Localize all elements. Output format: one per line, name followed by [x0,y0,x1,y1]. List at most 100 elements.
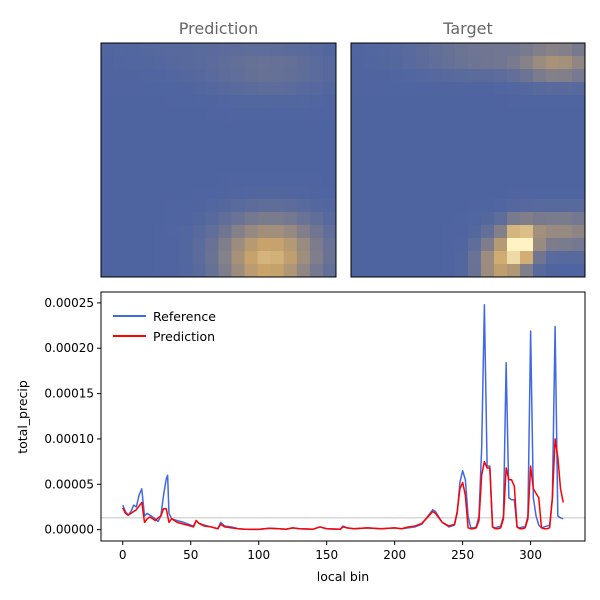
heatmap-prediction-cell [153,56,167,70]
heatmap-target-cell [390,186,404,200]
heatmap-prediction-cell [257,82,272,96]
heatmap-target-cell [364,43,378,57]
heatmap-target-cell [507,212,521,226]
heatmap-prediction-cell [114,238,128,252]
heatmap-prediction-cell [283,173,298,187]
heatmap-prediction-cell [322,43,337,57]
heatmap-target-cell [455,56,469,70]
heatmap-prediction-cell [179,186,193,200]
heatmap-target-cell [481,264,495,278]
heatmap-target-cell [559,147,573,161]
heatmap-target-cell [351,264,365,278]
heatmap-prediction-cell [192,160,206,174]
heatmap-target-cell [416,173,430,187]
heatmap-prediction-cell [179,251,193,265]
heatmap-prediction-cell [218,199,232,213]
heatmap-prediction-cell [166,264,180,278]
heatmap-target-cell [546,173,560,187]
heatmap-prediction-cell [114,56,128,70]
heatmap-prediction-cell [322,134,337,148]
heatmap-prediction-cell [244,108,259,122]
heatmap-prediction-cell [192,264,206,278]
heatmap-prediction-cell [218,225,232,239]
heatmap-target-cell [533,108,547,122]
heatmap-target-cell [468,121,482,135]
heatmap-prediction-cell [270,134,285,148]
heatmap-target-cell [533,134,547,148]
heatmap-target-cell [494,173,508,187]
heatmap-prediction-cell [127,264,141,278]
heatmap-prediction-cell [218,147,232,161]
heatmap-target-cell [442,121,456,135]
heatmap-target-cell [507,121,521,135]
heatmap-prediction-cell [166,173,180,187]
heatmap-prediction-cell [309,147,324,161]
heatmap-target-cell [442,160,456,174]
heatmap-prediction-cell [179,69,193,83]
heatmap-prediction-cell [322,251,337,265]
heatmap-prediction-cell [205,121,219,135]
heatmap-prediction-cell [309,121,324,135]
heatmap-prediction-cell [192,225,206,239]
heatmap-target-cell [351,121,365,135]
heatmap-prediction-cell [166,95,180,109]
heatmap-target-cell [481,43,495,57]
heatmap-target-cell [390,108,404,122]
heatmap-prediction-cell [153,69,167,83]
heatmap-prediction-cell [166,251,180,265]
heatmap-prediction-cell [283,134,298,148]
heatmap-target-cell [442,225,456,239]
heatmap-target-cell [546,160,560,174]
heatmap-prediction-cell [283,43,298,57]
heatmap-target-cell [351,160,365,174]
heatmap-prediction-cell [101,238,115,252]
heatmap-target-cell [429,43,443,57]
heatmap-prediction-cell [218,56,232,70]
heatmap-target-cell [507,173,521,187]
heatmap-target-cell [377,134,391,148]
heatmap-target-cell [559,95,573,109]
heatmap-prediction-cell [257,95,272,109]
heatmap-prediction-cell [179,43,193,57]
heatmap-prediction-cell [205,43,219,57]
heatmap-target-cell [390,69,404,83]
heatmap-prediction-cell [218,264,232,278]
heatmap-prediction-cell [270,82,285,96]
heatmap-prediction-cell [192,251,206,265]
heatmap-prediction-cell [192,199,206,213]
heatmap-target-cell [377,264,391,278]
heatmap-prediction-cell [166,212,180,226]
heatmap-target-cell [559,121,573,135]
heatmap-target-cell [468,251,482,265]
heatmap-prediction-cell [322,121,337,135]
heatmap-prediction-cell [101,264,115,278]
heatmap-prediction-cell [140,43,154,57]
heatmap-target-cell [507,199,521,213]
heatmap-target-cell [390,147,404,161]
heatmap-target-cell [572,160,586,174]
heatmap-target-cell [533,43,547,57]
heatmap-target-title: Target [442,19,493,38]
heatmap-target-cell [416,147,430,161]
heatmap-prediction-cell [231,121,246,135]
heatmap-target-cell [403,251,417,265]
heatmap-target-cell [559,82,573,96]
heatmap-target-cell [494,56,508,70]
heatmap-prediction-cell [114,134,128,148]
heatmap-target-cell [403,95,417,109]
heatmap-prediction-cell [218,82,232,96]
heatmap-prediction-cell [309,108,324,122]
heatmap-target-cell [403,173,417,187]
heatmap-prediction-cell [101,251,115,265]
heatmap-prediction-cell [153,264,167,278]
heatmap-prediction-cell [205,238,219,252]
heatmap-target-cell [546,95,560,109]
heatmap-target-cell [572,43,586,57]
heatmap-prediction-cell [309,43,324,57]
heatmap-prediction-cell [309,251,324,265]
heatmap-target-cell [377,69,391,83]
heatmap-prediction-cell [244,225,259,239]
heatmap-target-cell [390,225,404,239]
heatmap-target-cell [481,160,495,174]
heatmap-prediction-cell [296,212,311,226]
